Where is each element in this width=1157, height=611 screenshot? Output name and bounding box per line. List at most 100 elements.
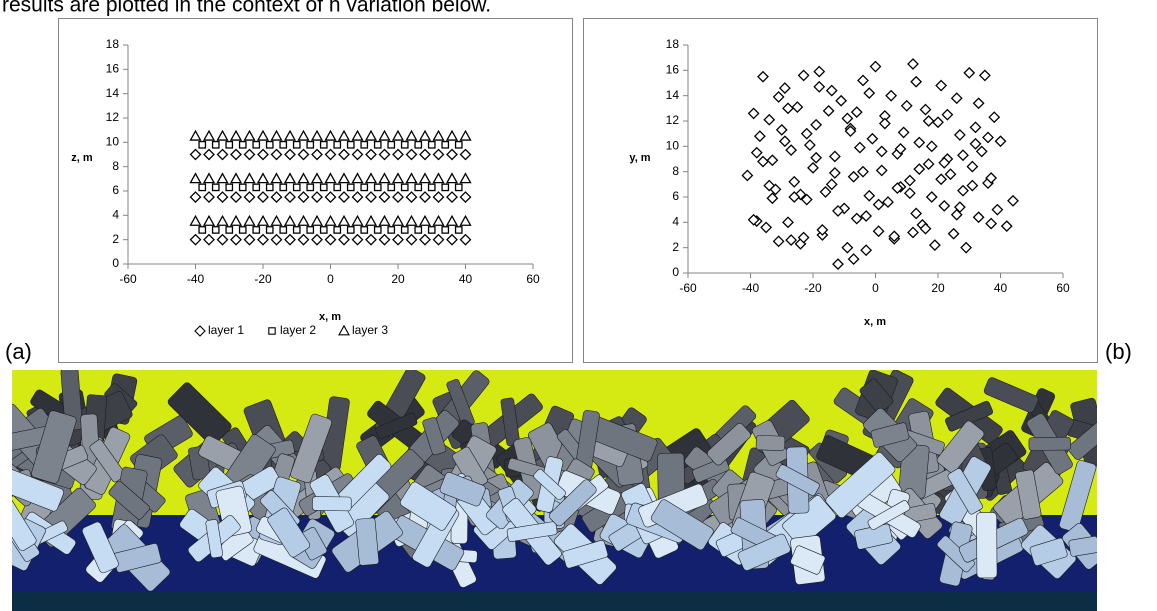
y-tick-label: 14 [106,86,120,100]
y-tick-label: 10 [666,139,680,153]
legend-label: layer 3 [352,323,388,337]
x-tick-label: 60 [1056,281,1070,295]
marker [199,184,205,190]
marker [321,184,327,190]
marker [375,227,381,233]
y-tick-label: 10 [106,135,120,149]
legend-label: layer 2 [280,323,316,337]
marker [334,184,340,190]
marker [415,184,421,190]
x-tick-label: 0 [872,281,879,295]
marker [307,184,313,190]
marker [253,227,259,233]
marker [361,184,367,190]
armour-arm [355,518,379,566]
armour-unit [977,512,998,578]
x-tick-label: -20 [804,281,822,295]
armour-arm [756,435,785,451]
marker [361,142,367,148]
marker [321,227,327,233]
marker [334,142,340,148]
y-tick-label: 16 [666,63,680,77]
marker [240,142,246,148]
y-tick-label: 14 [666,88,680,102]
marker [199,227,205,233]
y-tick-label: 6 [112,183,119,197]
x-axis-title: x, m [319,311,341,323]
marker [429,142,435,148]
y-tick-label: 16 [106,62,120,76]
marker [402,184,408,190]
y-tick-label: 6 [672,189,679,203]
panel-frame [584,19,1098,363]
marker [348,227,354,233]
marker [375,184,381,190]
armour-arm [312,496,351,510]
panel-frame [59,19,573,363]
marker [213,184,219,190]
y-tick-label: 12 [666,113,680,127]
marker [240,227,246,233]
marker [334,227,340,233]
y-axis-title: y, m [629,152,650,164]
panel-label: (a) [5,339,32,364]
marker [456,184,462,190]
x-tick-label: -40 [742,281,760,295]
x-tick-label: -60 [119,272,137,286]
marker [429,184,435,190]
marker [348,184,354,190]
marker [294,227,300,233]
marker [213,227,219,233]
marker [442,142,448,148]
x-tick-label: -60 [679,281,697,295]
marker [415,142,421,148]
marker [240,184,246,190]
figure: results are plotted in the context of h … [0,0,1157,611]
marker [307,227,313,233]
marker [456,142,462,148]
x-tick-label: 20 [931,281,945,295]
marker [294,184,300,190]
y-tick-label: 18 [106,37,120,51]
y-tick-label: 0 [112,256,119,270]
marker [388,227,394,233]
body-text: results are plotted in the context of h … [2,0,491,17]
marker [388,142,394,148]
x-tick-label: -20 [254,272,272,286]
y-tick-label: 18 [666,37,680,51]
x-tick-label: 20 [391,272,405,286]
marker [321,142,327,148]
marker [253,184,259,190]
marker [267,227,273,233]
x-axis-title: x, m [864,316,886,328]
marker [429,227,435,233]
marker [280,184,286,190]
legend-label: layer 1 [208,323,244,337]
marker [456,227,462,233]
x-tick-label: 40 [459,272,473,286]
marker [226,142,232,148]
marker [442,227,448,233]
x-tick-label: 0 [327,272,334,286]
y-tick-label: 0 [672,265,679,279]
image-ground [12,592,1097,611]
marker [388,184,394,190]
render-image [0,366,1116,611]
marker [253,142,259,148]
y-tick-label: 2 [672,240,679,254]
panel-label: (b) [1105,339,1132,364]
marker [226,184,232,190]
marker [415,227,421,233]
y-tick-label: 12 [106,110,120,124]
y-tick-label: 2 [112,232,119,246]
y-tick-label: 4 [112,208,119,222]
marker [348,142,354,148]
y-axis-title: z, m [71,152,93,164]
marker [199,142,205,148]
x-tick-label: 40 [994,281,1008,295]
y-tick-label: 8 [672,164,679,178]
marker [267,184,273,190]
marker [402,227,408,233]
marker [267,142,273,148]
marker [280,227,286,233]
